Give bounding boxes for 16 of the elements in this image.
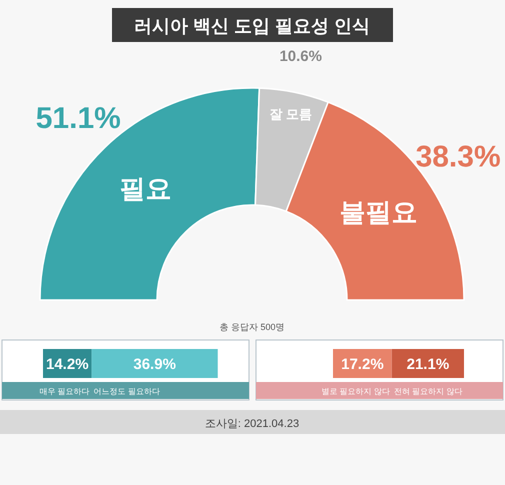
series-label: 매우 필요하다 [39,387,90,396]
series-label: 전혀 필요하지 않다 [394,387,462,396]
series-label: 어느정도 필요하다 [94,387,160,396]
data-label: 36.9% [133,356,176,373]
data-label: 14.2% [46,356,89,373]
chart-title: 러시아 백신 도입 필요성 인식 [134,16,370,36]
slice-label: 필요 [119,174,172,204]
data-label: 38.3% [416,140,501,174]
text: 총 응답자 500명 [219,322,285,332]
data-label: 17.2% [341,356,384,373]
data-label: 10.6% [279,48,322,65]
slice-label: 불필요 [340,197,418,228]
data-label: 51.1% [36,102,121,136]
series-label: 별로 필요하지 않다 [321,387,390,396]
text: 조사일: 2021.04.23 [204,418,300,430]
data-label: 21.1% [406,356,450,373]
